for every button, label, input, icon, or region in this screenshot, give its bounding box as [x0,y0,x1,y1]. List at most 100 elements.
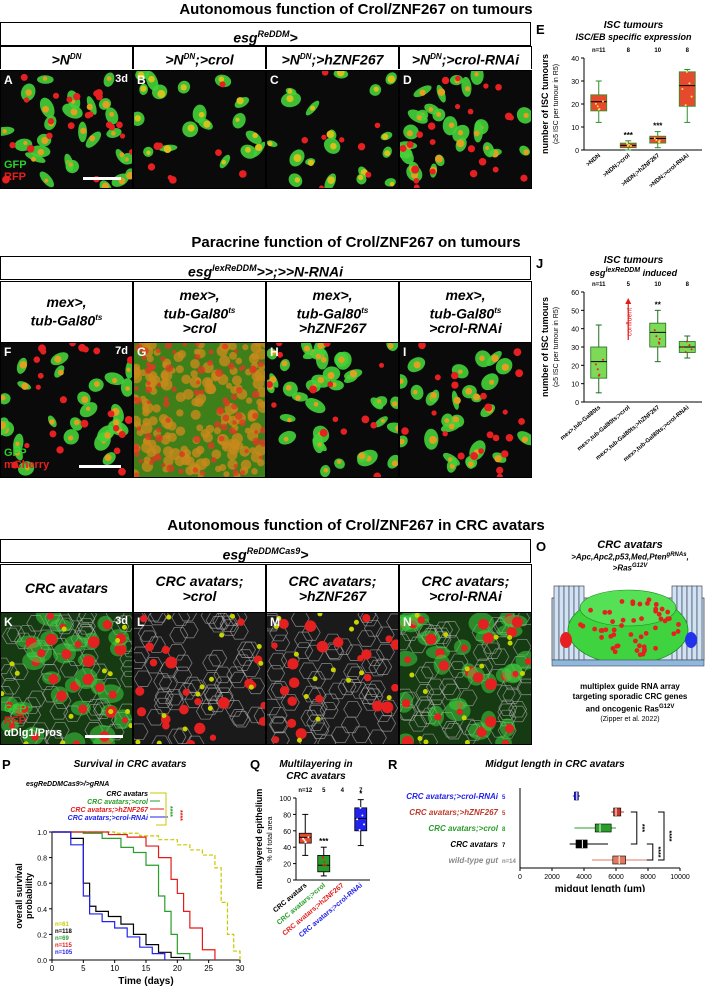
tumour-nucleus [610,619,616,625]
rfp-cell [24,442,30,449]
cells-a [1,71,132,188]
cell-nucleus [304,620,317,632]
data-point [684,351,687,354]
cell-outline [105,613,125,622]
cell-nucleus [178,468,184,475]
y-tick-label: 60 [283,829,291,836]
gfp-cell [273,623,279,629]
cell [162,446,174,457]
cell [200,429,210,439]
caption-line1: multiplex guide RNA array [580,682,680,691]
y-axis-sublabel: (≥5 ISC per tumour in R5) [553,64,560,144]
cell [215,465,222,473]
cell-nucleus [436,111,442,117]
tumour-nucleus [614,643,620,649]
row2-g-l3: >crol [182,320,217,337]
tumour-nucleus [612,649,618,655]
rfp-cell [126,356,132,364]
cell-nucleus [136,426,141,431]
cell [134,372,142,384]
data-point [594,102,597,105]
gfp-cell [417,736,423,742]
row2-label-h: mex>, tub-Gal80ts >hZNF267 [266,281,399,342]
tumour-nucleus [599,635,604,640]
y-tick-label: 1.0 [37,830,47,837]
cell-nucleus [501,739,510,744]
data-point [684,104,687,107]
cell-nucleus [146,381,151,386]
cell-outline [328,682,348,700]
n-label: 7 [502,843,506,849]
panel-o-title: CRC avatars [597,539,663,551]
row2-h-l3: >hZNF267 [298,320,367,337]
cell-nucleus [479,355,485,362]
gfp-cell [346,677,352,683]
tumour-nucleus [608,633,614,639]
rfp-cell [478,448,484,454]
data-point [597,374,600,377]
cell-nucleus [208,349,214,355]
tumour-nucleus [620,617,626,623]
cell-nucleus [235,117,240,122]
tumour-nucleus [676,622,681,627]
cell-nucleus [37,148,45,156]
y-tick-label: 20 [571,102,579,109]
cell-nucleus [104,432,111,439]
cell [229,351,238,360]
cell [245,397,253,404]
cell-nucleus [134,386,139,391]
rfp-cell [483,83,489,89]
cell [218,355,231,367]
cell-outline [171,613,191,626]
tumour-nucleus [580,623,585,629]
cell-nucleus [222,343,228,350]
cell-outline [267,614,282,632]
cell-nucleus [20,705,29,713]
cell-nucleus [326,130,335,139]
gfp-cell [199,684,205,690]
cell [191,448,202,458]
cell-nucleus [278,618,289,629]
cell-outline [158,675,178,693]
cell [201,457,211,467]
cell-nucleus [252,437,261,446]
cell-nucleus [165,656,178,669]
cell-outline [151,735,171,744]
cell-nucleus [254,430,259,435]
cell-outline [267,613,282,630]
y-axis-sublabel: % of total area [267,816,274,861]
y-tick-label: 20 [283,862,291,869]
cell-outline [268,716,288,733]
cell-nucleus [425,633,437,645]
cell-nucleus [74,640,82,648]
tumour-nucleus [602,609,608,615]
cell-nucleus [15,441,20,447]
rfp-cell [478,157,487,166]
cell-outline [169,626,189,644]
cell-outline [116,615,132,632]
chart-e: 010203040n=11>NDN8***>NDN;>crol10***>NDN… [540,48,702,189]
y-tick-label: 0.0 [37,958,47,965]
row1-label-c: >NDN;>hZNF267 [266,46,399,69]
caption-line2: targeting sporadic CRC genes [572,692,688,701]
rfp-cell [301,136,309,144]
n-label: n=11 [592,282,606,288]
box [649,322,667,348]
rfp-cell [340,428,348,435]
cell-nucleus [82,673,94,685]
gfp-cell [409,672,415,678]
gfp-cell [135,739,141,744]
n-label: n=61 [55,922,70,928]
timepoint-k: 3d [115,615,128,627]
data-point [657,140,660,143]
gfp-cell [9,661,15,667]
cell-outline [301,685,321,703]
cell [160,378,173,391]
gfp-cell [507,640,513,646]
cell-nucleus [197,366,206,374]
cell-nucleus [220,423,228,431]
rfp-cell [23,97,30,103]
cell-nucleus [194,722,206,735]
rfp-cell [147,163,156,171]
channel-gfp: GFP [4,159,27,171]
